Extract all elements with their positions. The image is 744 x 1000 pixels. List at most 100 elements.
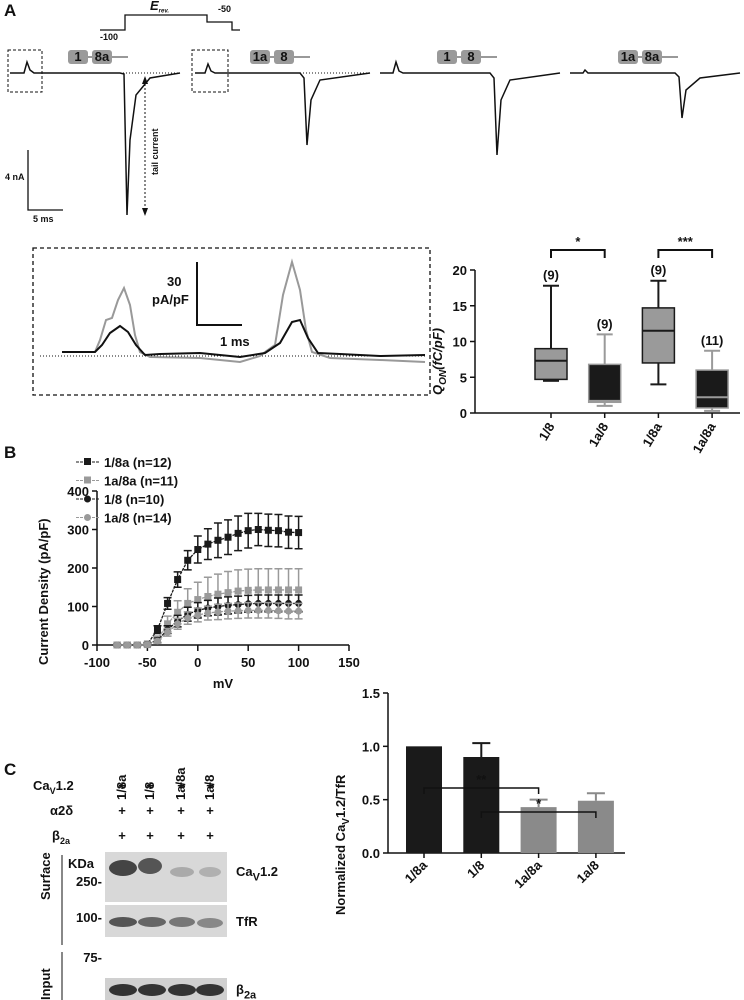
y-tick-label: 15 (453, 299, 467, 314)
protocol-label-part: E (150, 0, 159, 13)
marker (244, 527, 252, 535)
construct-label: 1a (621, 49, 636, 64)
current-traces (7, 49, 741, 216)
y-axis-title-part: (fC/pF) (430, 328, 445, 370)
y-tick-label: 20 (453, 263, 467, 278)
construct-label: 8a (95, 49, 110, 64)
y-axis-title: Normalized CaV1.2/TfR (333, 774, 352, 915)
box (695, 369, 729, 409)
marker (285, 607, 293, 615)
x-tick-label: 1/8a (639, 419, 665, 449)
y-axis-title-part: V (341, 818, 352, 825)
marker (184, 614, 192, 622)
band-label-part: V (253, 872, 261, 884)
protocol-label-part: rev. (159, 9, 170, 15)
construct-label: 1 (74, 49, 81, 64)
marker (295, 586, 303, 594)
x-tick-label: -100 (84, 655, 110, 670)
marker (153, 626, 161, 634)
row-label: CaV1.2 (33, 778, 74, 796)
y-tick-label: 10 (453, 335, 467, 350)
lane-label: 1a/8 (202, 775, 217, 800)
n-label: (9) (597, 316, 613, 331)
marker (164, 628, 172, 636)
row-label-part: α2δ (50, 803, 73, 818)
marker (264, 526, 272, 534)
row-mark: + (177, 803, 185, 818)
marker (214, 608, 222, 616)
marker (123, 641, 131, 649)
significance-label: ** (476, 772, 487, 787)
significance-bracket (657, 249, 714, 258)
construct-label: 1a (253, 49, 268, 64)
protocol-label: -50 (218, 4, 231, 14)
construct-box (461, 50, 481, 64)
x-axis-title: mV (213, 676, 234, 691)
legend-label: 1/8 (n=10) (104, 492, 164, 507)
marker (174, 620, 182, 628)
marker (274, 586, 282, 594)
western-blot (61, 852, 227, 1000)
row-mark: + (206, 803, 214, 818)
bar (406, 746, 442, 853)
significance-bracket (550, 249, 606, 258)
x-tick-label: 1/8 (464, 858, 487, 881)
marker (194, 611, 202, 619)
y-tick-label: 1.5 (362, 686, 380, 701)
marker (164, 599, 172, 607)
marker (224, 607, 232, 615)
bar (577, 800, 614, 853)
lane-label: 1/8 (142, 782, 157, 800)
marker (244, 586, 252, 594)
lane-label: 1a/8a (173, 767, 188, 800)
marker (174, 608, 182, 616)
marker (204, 540, 212, 548)
y-tick-label: 200 (67, 561, 89, 576)
marker (254, 526, 262, 533)
marker (184, 599, 192, 607)
y-axis-title-part: Q (430, 385, 445, 395)
marker (194, 596, 202, 604)
row-label-part: β (52, 828, 60, 843)
section-label: Surface (38, 852, 53, 900)
panel-label: B (4, 443, 16, 462)
x-tick-label: 1a/8a (511, 857, 545, 891)
row-label: α2δ (50, 803, 73, 818)
marker (295, 529, 303, 537)
x-tick-label: 1/8 (536, 420, 558, 443)
marker (143, 641, 151, 649)
inset-scale: 1 ms (220, 334, 250, 349)
legend-marker (84, 514, 91, 521)
marker (234, 587, 242, 595)
kda-label: KDa (68, 856, 95, 871)
x-tick-label: 1a/8a (689, 419, 719, 455)
row-mark: + (177, 828, 185, 843)
inset-scale: pA/pF (152, 292, 189, 307)
lane-label: 1/8a (114, 774, 129, 800)
marker (174, 576, 182, 584)
marker (194, 546, 202, 554)
marker (244, 606, 252, 614)
x-tick-label: 1a/8 (574, 858, 603, 887)
band-label: β2a (236, 982, 257, 1000)
band-label-part: TfR (236, 914, 258, 929)
error-bar (586, 792, 605, 801)
tail-label: tail current (150, 128, 160, 175)
y-tick-label: 1.0 (362, 739, 380, 754)
box (534, 347, 568, 381)
construct-box (437, 50, 457, 64)
marker (254, 606, 262, 614)
row-label-part: 2a (60, 836, 71, 846)
significance-label: *** (678, 234, 694, 249)
n-label: (11) (701, 333, 723, 348)
marker-label: 75- (83, 950, 102, 965)
legend-marker (84, 458, 91, 465)
y-axis-title-part: ON (438, 369, 449, 385)
band-label-part: 2a (244, 990, 257, 1000)
row-mark: + (118, 803, 126, 818)
x-tick-label: 150 (338, 655, 360, 670)
inset-scale: 30 (167, 274, 181, 289)
x-tick-label: 100 (288, 655, 310, 670)
construct-box (92, 50, 112, 64)
